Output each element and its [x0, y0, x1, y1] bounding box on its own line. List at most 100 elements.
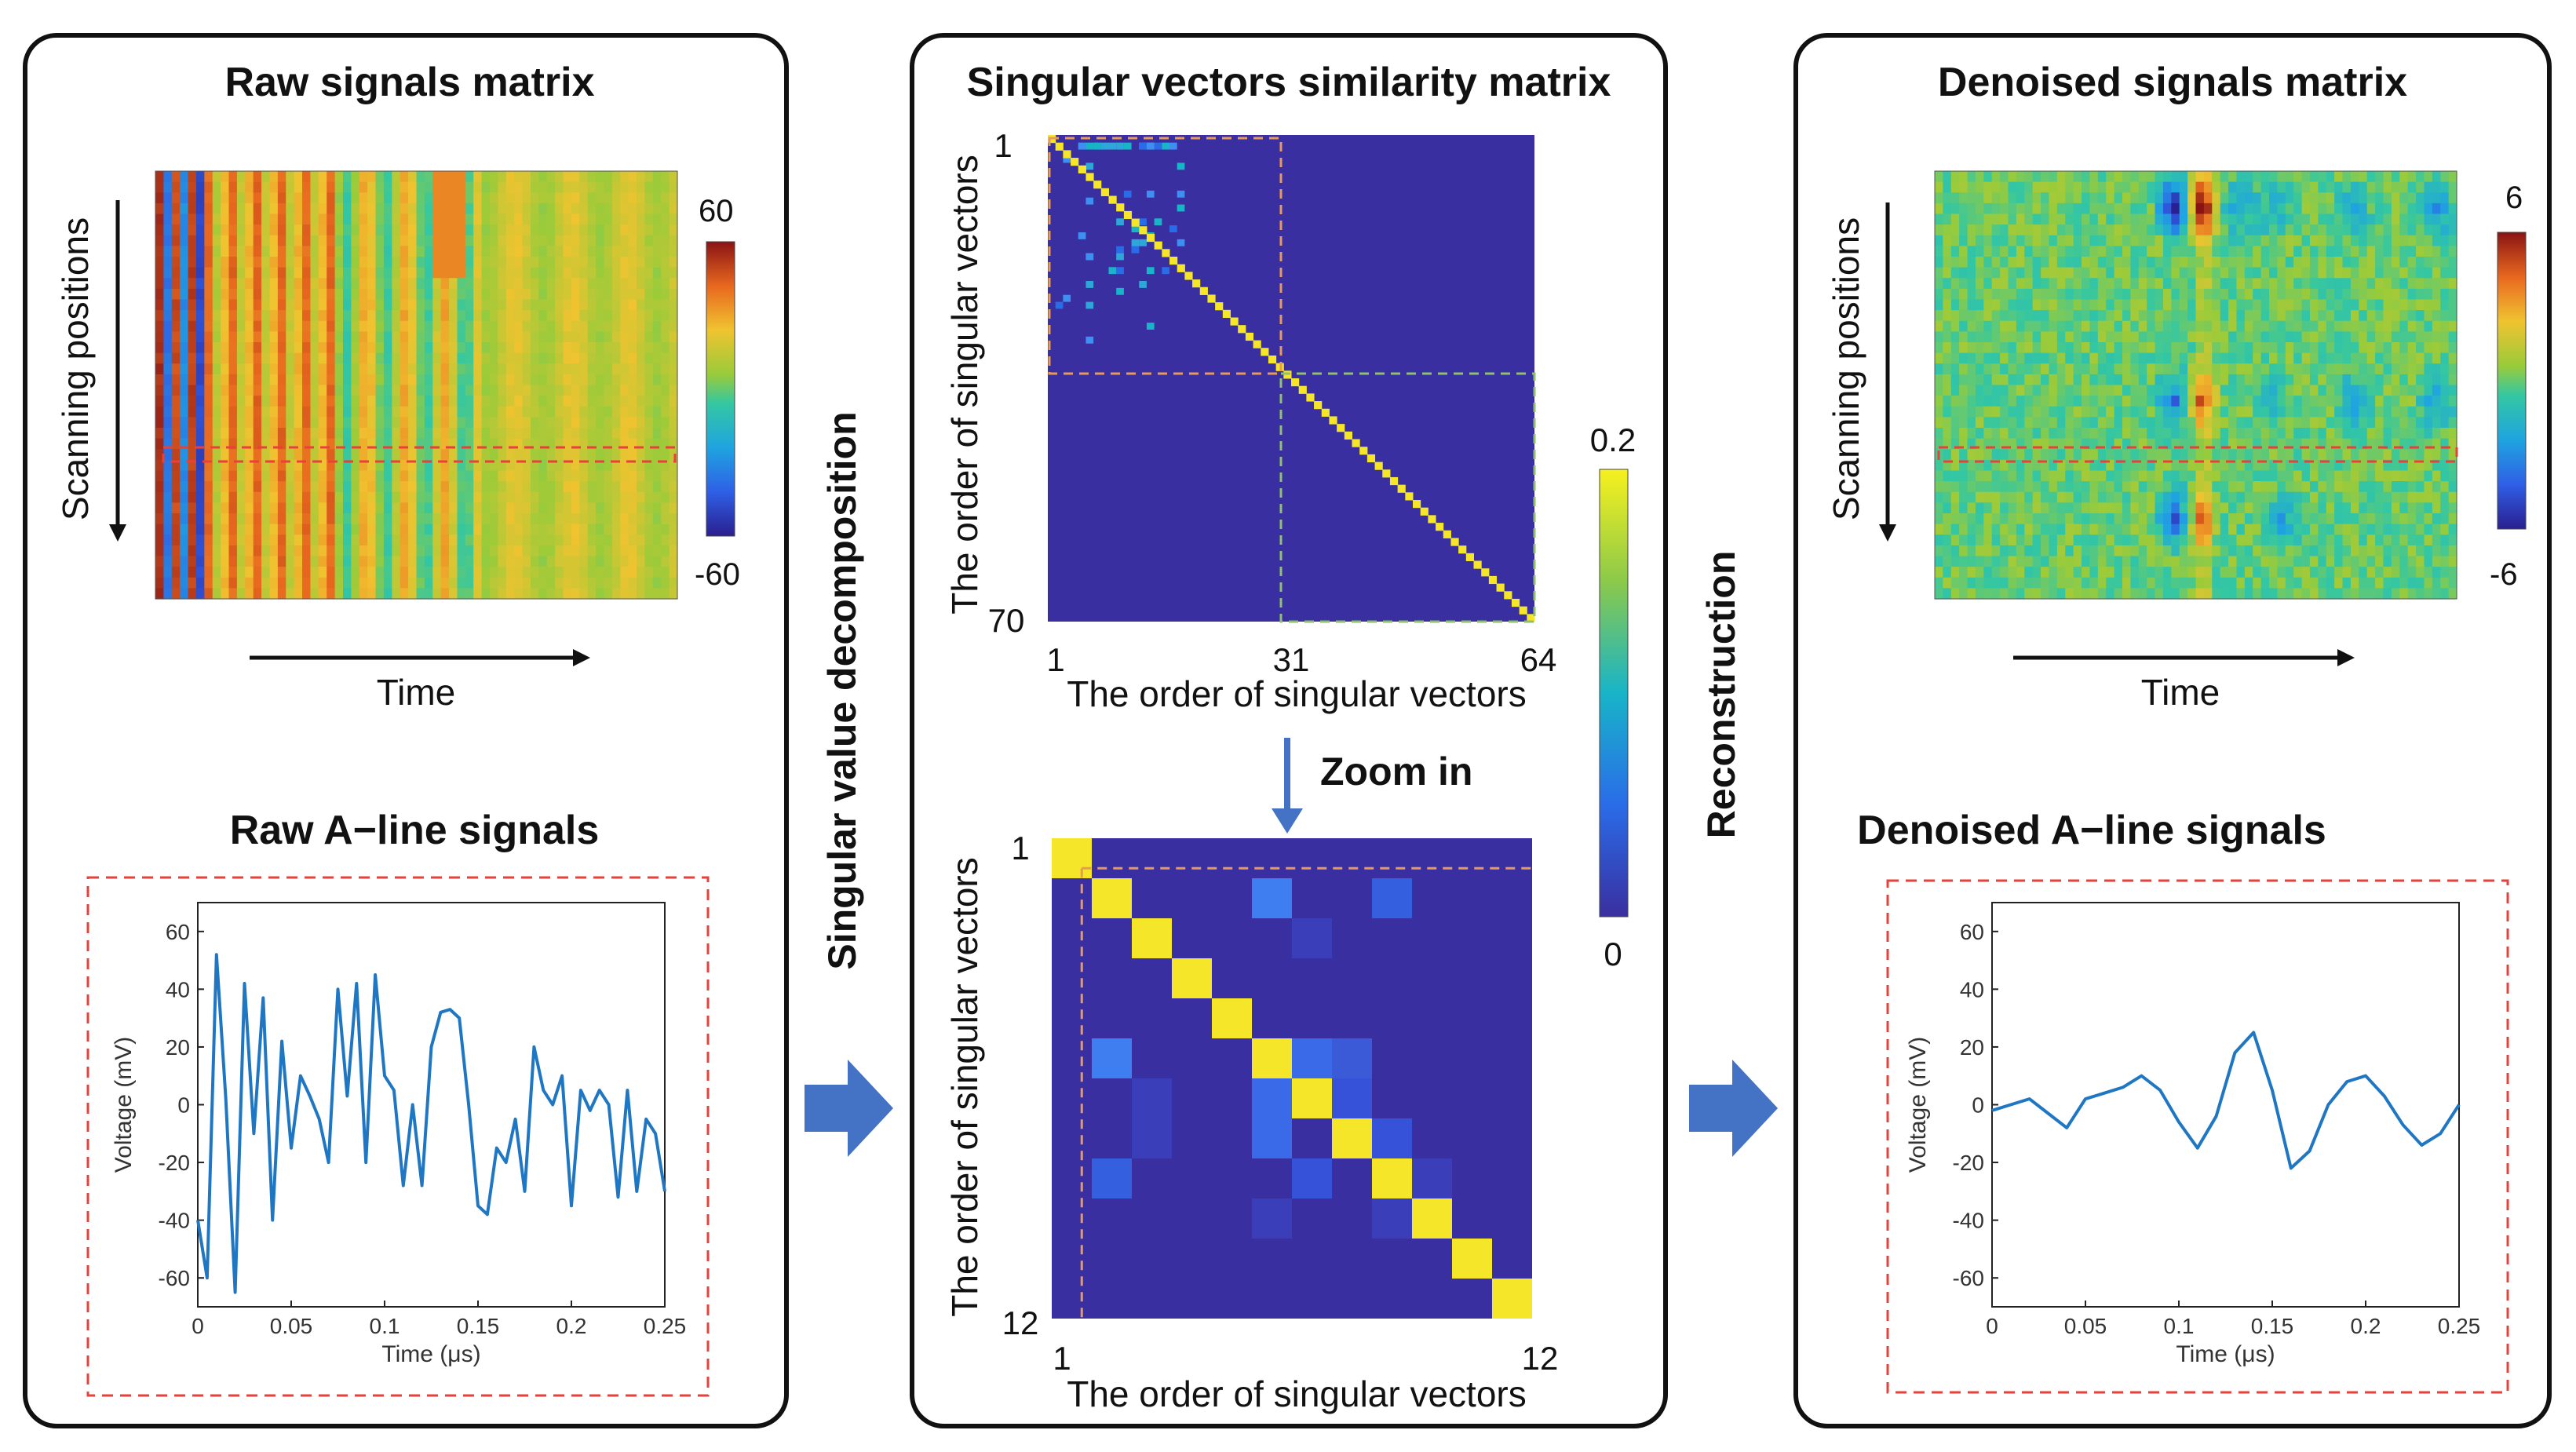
- denoised-heatmap-cell: [2147, 352, 2156, 364]
- raw-heatmap-cell: [302, 267, 312, 279]
- raw-heatmap-cell: [498, 459, 507, 472]
- denoised-heatmap-cell: [2350, 406, 2359, 418]
- denoised-heatmap-cell: [2407, 342, 2417, 354]
- denoised-heatmap-cell: [2097, 374, 2107, 386]
- denoised-heatmap-cell: [2318, 246, 2327, 257]
- denoised-heatmap-cell: [2082, 524, 2091, 535]
- raw-heatmap-cell: [302, 534, 312, 546]
- denoised-heatmap-cell: [2106, 417, 2115, 429]
- denoised-heatmap-cell: [2416, 342, 2425, 354]
- raw-heatmap-cell: [302, 396, 312, 407]
- denoised-heatmap-cell: [2065, 363, 2074, 375]
- raw-heatmap-cell: [579, 567, 589, 578]
- denoised-heatmap-cell: [1991, 181, 2001, 193]
- raw-heatmap-cell: [334, 202, 344, 215]
- raw-heatmap-cell: [457, 513, 466, 525]
- raw-heatmap-cell: [359, 417, 368, 429]
- denoised-heatmap-cell: [2155, 438, 2164, 450]
- denoised-heatmap-cell: [2383, 470, 2392, 482]
- raw-heatmap-cell: [424, 534, 433, 546]
- denoised-heatmap-cell: [2301, 320, 2311, 332]
- raw-heatmap-cell: [327, 363, 336, 375]
- raw-heatmap-cell: [171, 502, 181, 514]
- raw-heatmap-cell: [163, 481, 173, 493]
- raw-heatmap-cell: [351, 299, 360, 311]
- raw-heatmap-cell: [269, 406, 279, 418]
- similarity-diagonal-cell: [1329, 416, 1337, 425]
- denoised-heatmap-cell: [2391, 374, 2400, 386]
- denoised-heatmap-cell: [2220, 342, 2229, 354]
- raw-heatmap-cell: [522, 491, 531, 503]
- raw-heatmap-cell: [652, 213, 662, 225]
- denoised-heatmap-cell: [2269, 406, 2279, 418]
- raw-heatmap-cell: [465, 192, 474, 204]
- raw-heatmap-cell: [155, 352, 164, 364]
- raw-heatmap-cell: [587, 577, 597, 589]
- denoised-heatmap-cell: [1991, 310, 2001, 322]
- zoomed-offdiag-cell: [1332, 1078, 1372, 1118]
- raw-heatmap-cell: [538, 331, 548, 343]
- raw-heatmap-cell: [212, 470, 221, 482]
- raw-heatmap-cell: [302, 513, 312, 525]
- raw-heatmap-cell: [555, 267, 564, 279]
- raw-heatmap-cell: [204, 428, 213, 440]
- raw-heatmap-cell: [604, 374, 613, 386]
- raw-heatmap-cell: [392, 438, 401, 450]
- denoised-heatmap-cell: [2285, 181, 2294, 193]
- denoised-heatmap-cell: [2424, 342, 2433, 354]
- raw-heatmap-cell: [637, 352, 646, 364]
- denoised-heatmap-cell: [1991, 257, 2001, 268]
- denoised-heatmap-cell: [1975, 310, 1984, 322]
- denoised-heatmap-cell: [2220, 257, 2229, 268]
- denoised-heatmap-cell: [1959, 459, 1968, 472]
- denoised-heatmap-cell: [2416, 192, 2425, 204]
- denoised-heatmap-cell: [2383, 171, 2392, 183]
- raw-heatmap-cell: [334, 363, 344, 375]
- raw-heatmap-cell: [342, 545, 352, 557]
- denoised-heatmap-cell: [2342, 459, 2352, 472]
- denoised-heatmap-cell: [2350, 331, 2359, 343]
- raw-heatmap-cell: [277, 320, 286, 332]
- denoised-heatmap-cell: [2016, 406, 2025, 418]
- denoised-heatmap-cell: [2309, 428, 2319, 440]
- raw-heatmap-cell: [221, 278, 230, 290]
- raw-heatmap-cell: [367, 342, 377, 354]
- denoised-heatmap-cell: [2432, 213, 2441, 225]
- raw-heatmap-cell: [228, 171, 238, 183]
- raw-heatmap-cell: [424, 320, 433, 332]
- raw-heatmap-cell: [277, 534, 286, 546]
- denoised-heatmap-cell: [2293, 299, 2303, 311]
- raw-heatmap-cell: [514, 310, 524, 322]
- denoised-heatmap-cell: [2032, 202, 2041, 215]
- denoised-heatmap-cell: [1967, 257, 1976, 268]
- raw-heatmap-cell: [180, 470, 189, 482]
- raw-heatmap-cell: [318, 331, 327, 343]
- denoised-heatmap-cell: [2285, 267, 2294, 279]
- zoomed-offdiag-cell: [1252, 1118, 1292, 1158]
- raw-heatmap-cell: [522, 502, 531, 514]
- raw-heatmap-cell: [253, 202, 262, 215]
- raw-heatmap-cell: [228, 288, 238, 301]
- raw-heatmap-cell: [587, 556, 597, 567]
- raw-heatmap-cell: [465, 385, 474, 396]
- denoised-heatmap-cell: [2065, 267, 2074, 279]
- raw-heatmap-cell: [457, 331, 466, 343]
- raw-heatmap-cell: [359, 267, 368, 279]
- denoised-heatmap-cell: [2106, 246, 2115, 257]
- denoised-heatmap-cell: [2253, 213, 2262, 225]
- denoised-heatmap-cell: [2212, 213, 2221, 225]
- raw-heatmap-cell: [228, 502, 238, 514]
- raw-heatmap-cell: [522, 567, 531, 578]
- raw-heatmap-cell: [652, 545, 662, 557]
- raw-heatmap-cell: [538, 267, 548, 279]
- denoised-signals-heatmap: [1935, 171, 2457, 600]
- raw-heatmap-cell: [579, 470, 589, 482]
- raw-heatmap-cell: [522, 363, 531, 375]
- denoised-heatmap-cell: [2448, 438, 2457, 450]
- denoised-heatmap-cell: [2171, 299, 2180, 311]
- raw-heatmap-cell: [449, 567, 458, 578]
- denoised-heatmap-cell: [2000, 491, 2009, 503]
- raw-heatmap-cell: [440, 246, 450, 257]
- denoised-heatmap-cell: [2203, 470, 2213, 482]
- raw-heatmap-cell: [440, 235, 450, 246]
